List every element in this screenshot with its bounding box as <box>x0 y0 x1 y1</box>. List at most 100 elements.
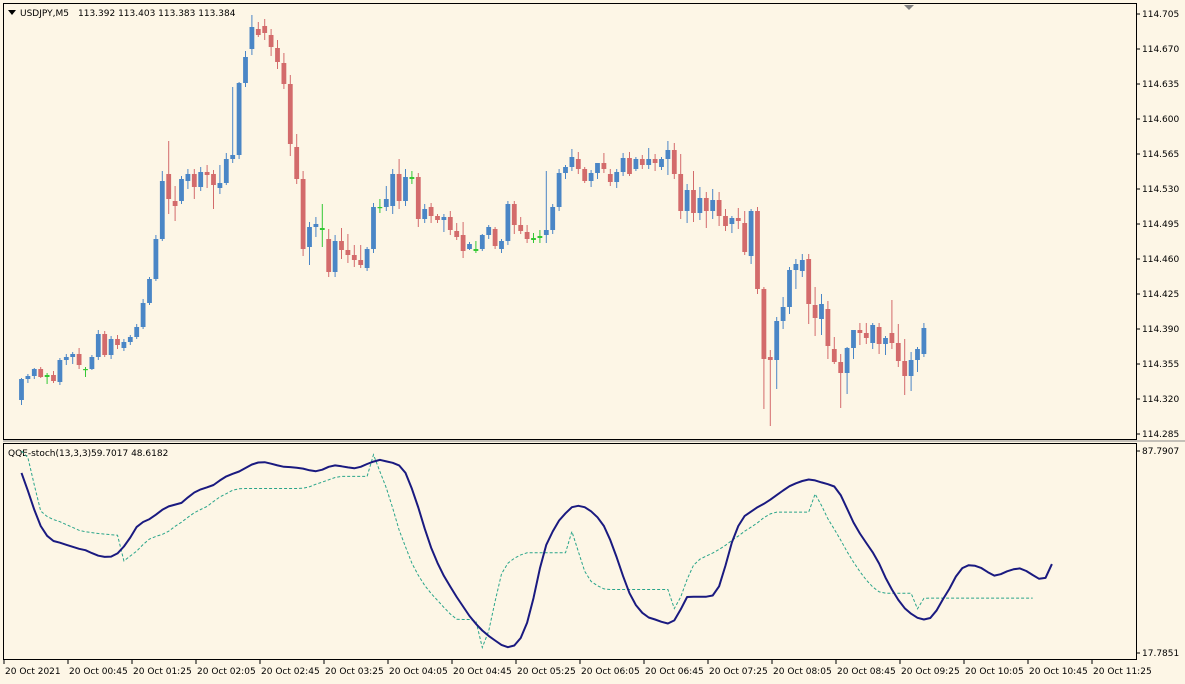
candle <box>819 294 824 335</box>
candle <box>57 358 63 385</box>
candle <box>319 204 325 247</box>
candle <box>198 167 204 191</box>
candle-body <box>115 339 120 345</box>
candle-body <box>883 338 888 344</box>
candle <box>729 216 735 233</box>
candle-body <box>255 29 261 35</box>
candle-body <box>479 235 485 249</box>
candle <box>217 165 223 194</box>
time-tick-label: 20 Oct 10:45 <box>1029 667 1088 677</box>
candle-body <box>268 35 274 47</box>
candle-body <box>172 201 178 206</box>
candle-body <box>166 174 172 199</box>
candle-body <box>703 198 709 211</box>
candle-body <box>742 223 748 252</box>
price-tick-label: 114.530 <box>1142 185 1179 195</box>
candle-body <box>371 207 376 249</box>
candle <box>422 204 428 223</box>
candle <box>793 259 799 289</box>
candle-body <box>620 158 626 172</box>
qqe-signal-line <box>21 450 1033 650</box>
candle <box>211 170 216 209</box>
candle <box>230 87 236 163</box>
candle <box>249 15 255 55</box>
candle-body <box>435 216 440 220</box>
candle-body <box>211 174 216 185</box>
candle <box>364 247 370 271</box>
candle-body <box>524 232 530 239</box>
candle-body <box>31 369 37 376</box>
candle-body <box>415 177 421 219</box>
candle <box>556 169 562 211</box>
candle <box>415 173 421 227</box>
candle <box>191 169 197 199</box>
price-tick-label: 114.670 <box>1142 45 1179 55</box>
candle-body <box>44 375 50 377</box>
chart-shift-marker-icon[interactable] <box>904 5 914 10</box>
candle <box>25 374 31 383</box>
candle-body <box>262 26 268 33</box>
candle <box>543 171 549 243</box>
candle <box>710 189 716 219</box>
candle-body <box>851 330 856 348</box>
candle-body <box>447 217 453 230</box>
candle <box>19 378 24 405</box>
candle-body <box>908 360 914 376</box>
main-chart-ohlc: 113.392 113.403 113.383 113.384 <box>78 9 236 19</box>
candlestick-series <box>19 15 927 426</box>
time-tick-label: 20 Oct 10:05 <box>965 667 1024 677</box>
candle-body <box>396 174 402 201</box>
candle-body <box>735 218 741 221</box>
candle <box>121 339 127 351</box>
candle <box>428 203 434 223</box>
price-tick-label: 114.705 <box>1142 10 1179 20</box>
candle-body <box>281 63 287 84</box>
indicator-tick-label: 87.7907 <box>1142 447 1179 457</box>
candle <box>511 201 517 234</box>
candle <box>255 22 261 37</box>
main-chart-title[interactable]: USDJPY,M5 <box>20 9 69 19</box>
candle <box>895 324 901 367</box>
candle <box>166 141 172 214</box>
candle <box>524 225 530 243</box>
candle <box>531 233 536 243</box>
candle-body <box>550 207 556 230</box>
candle <box>723 209 728 231</box>
candle <box>716 192 722 226</box>
candle-body <box>639 159 645 165</box>
time-axis[interactable]: 20 Oct 2021 20 Oct 00:45 20 Oct 01:25 20 Oc… <box>3 660 1152 677</box>
candle <box>31 368 37 379</box>
candle <box>70 352 76 364</box>
candle-body <box>492 229 498 246</box>
price-axis[interactable]: 114.705 114.670 114.635 114.600 114.565 114.5… <box>1136 10 1179 440</box>
candle <box>742 211 748 255</box>
time-tick-label: 20 Oct 00:45 <box>69 667 128 677</box>
candle-body <box>902 361 908 376</box>
indicator-title[interactable]: QQE-stoch(13,3,3) <box>8 449 91 459</box>
candle-body <box>121 342 127 348</box>
candle-body <box>351 255 357 260</box>
candle-body <box>793 264 799 270</box>
candle-body <box>761 289 767 359</box>
candle-body <box>339 241 344 250</box>
time-tick-label: 20 Oct 01:25 <box>133 667 192 677</box>
symbol-dropdown-icon[interactable] <box>8 10 16 15</box>
candle <box>908 352 914 391</box>
candle <box>307 222 312 265</box>
candle-body <box>179 179 184 201</box>
candle-body <box>358 260 364 265</box>
candle-body <box>582 169 588 181</box>
candle-body <box>607 174 613 182</box>
price-tick-label: 114.565 <box>1142 150 1179 160</box>
candle <box>300 171 306 256</box>
candle-body <box>870 325 876 343</box>
candle-body <box>729 218 735 224</box>
indicator-axis[interactable]: 87.7907 17.7851 <box>1136 447 1179 659</box>
candle-body <box>831 349 837 362</box>
candle <box>332 235 338 277</box>
candle <box>812 287 818 336</box>
candle <box>236 82 242 159</box>
time-tick-label: 20 Oct 11:25 <box>1093 667 1152 677</box>
